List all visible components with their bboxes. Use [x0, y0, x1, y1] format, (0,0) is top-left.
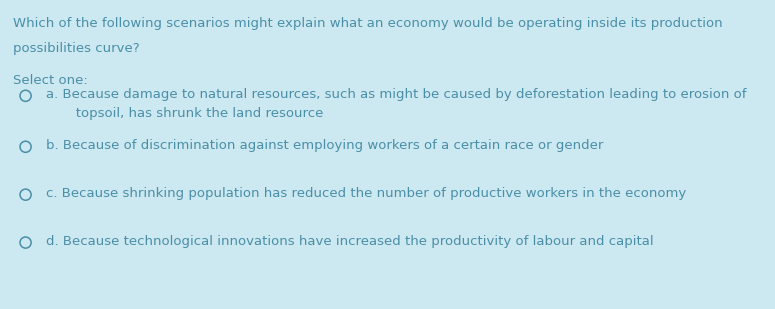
Text: d. Because technological innovations have increased the productivity of labour a: d. Because technological innovations hav… — [46, 235, 654, 248]
Text: Select one:: Select one: — [13, 74, 88, 87]
Text: Which of the following scenarios might explain what an economy would be operatin: Which of the following scenarios might e… — [13, 17, 723, 30]
Text: b. Because of discrimination against employing workers of a certain race or gend: b. Because of discrimination against emp… — [46, 139, 604, 152]
Text: possibilities curve?: possibilities curve? — [13, 42, 140, 55]
Text: c. Because shrinking population has reduced the number of productive workers in : c. Because shrinking population has redu… — [46, 187, 687, 200]
Text: a. Because damage to natural resources, such as might be caused by deforestation: a. Because damage to natural resources, … — [46, 88, 747, 120]
